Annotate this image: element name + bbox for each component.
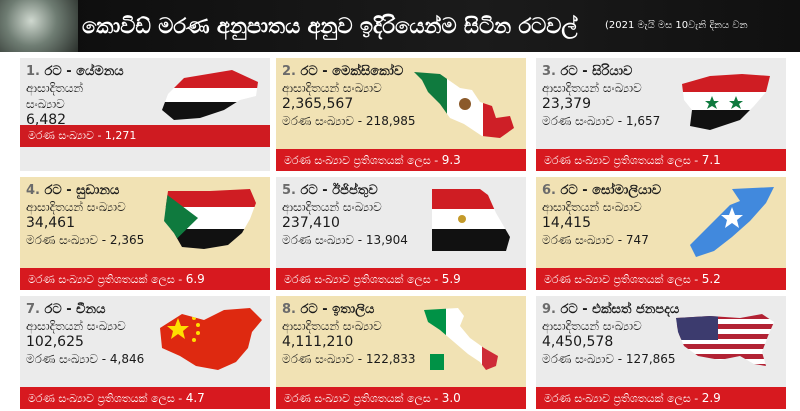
country-card-mexico: 2. රට - මෙක්සිකෝව ආසාදිතයන් සංඛ්‍යාව 2,3… xyxy=(276,58,526,171)
percentage-value: 5.2 xyxy=(701,272,721,286)
page-subtitle: (2021 මැයි මස 10වැනි දිනය වන xyxy=(605,20,748,31)
cases-value: 2,365,567 xyxy=(282,96,354,112)
percentage-value: 9.3 xyxy=(441,153,461,167)
card-title: 6. රට - සෝමාලියාව xyxy=(542,183,662,198)
card-title: 1. රට - යේමනය xyxy=(26,64,124,79)
percentage-label: මරණ සංඛ්‍යාව ප්‍රතිශතයක් ලෙස - xyxy=(284,273,439,286)
cases-label: ආසාදිතයන් සංඛ්‍යාව xyxy=(542,200,642,214)
card-title: 9. රට - එක්සත් ජනපදය xyxy=(542,302,680,317)
mexico-flag-map-icon xyxy=(414,72,514,138)
cases-label: ආසාදිතයන් සංඛ්‍යාව xyxy=(542,81,642,95)
country-card-syria: 3. රට - සිරියාව ආසාදිතයන් සංඛ්‍යාව 23,37… xyxy=(536,58,786,171)
deaths-value: මරණ සංඛ්‍යාව - 1,657 xyxy=(542,114,661,128)
cases-value: 34,461 xyxy=(26,215,75,231)
percentage-value: 7.1 xyxy=(701,153,721,167)
percentage-label: මරණ සංඛ්‍යාව ප්‍රතිශතයක් ලෙස - xyxy=(284,154,439,167)
country-card-yemen: 1. රට - යේමනය ආසාදිතයන් සංඛ්‍යාව 6,482 ම… xyxy=(20,58,270,171)
deaths-value: මරණ සංඛ්‍යාව - 1,271 xyxy=(28,129,137,142)
percentage-bar: මරණ සංඛ්‍යාව ප්‍රතිශතයක් ලෙස - 2.9 xyxy=(536,387,786,409)
banner-photo xyxy=(0,0,78,52)
percentage-bar: මරණ සංඛ්‍යාව ප්‍රතිශතයක් ලෙස - 3.0 xyxy=(276,387,526,409)
percentage-bar: මරණ සංඛ්‍යාව ප්‍රතිශතයක් ලෙස - 7.1 xyxy=(536,149,786,171)
country-card-egypt: 5. රට - ඊජිප්තුව ආසාදිතයන් සංඛ්‍යාව 237,… xyxy=(276,177,526,290)
italy-flag-map-icon xyxy=(424,308,498,370)
cases-label: ආසාදිතයන් සංඛ්‍යාව xyxy=(282,200,382,214)
country-card-sudan: 4. රට - සුඩානය ආසාදිතයන් සංඛ්‍යාව 34,461… xyxy=(20,177,270,290)
card-title: 5. රට - ඊජිප්තුව xyxy=(282,183,378,198)
card-title: 8. රට - ඉතාලිය xyxy=(282,302,375,317)
card-title: 3. රට - සිරියාව xyxy=(542,64,633,79)
cases-value: 23,379 xyxy=(542,96,591,112)
cases-value: 102,625 xyxy=(26,334,84,350)
deaths-bar: මරණ සංඛ්‍යාව - 1,271 xyxy=(20,125,270,147)
cases-label: ආසාදිතයන් සංඛ්‍යාව xyxy=(542,319,642,333)
percentage-value: 3.0 xyxy=(441,391,461,405)
percentage-bar: මරණ සංඛ්‍යාව ප්‍රතිශතයක් ලෙස - 5.2 xyxy=(536,268,786,290)
percentage-label: මරණ සංඛ්‍යාව ප්‍රතිශතයක් ලෙස - xyxy=(284,392,439,405)
percentage-bar: මරණ සංඛ්‍යාව ප්‍රතිශතයක් ලෙස - 4.7 xyxy=(20,387,270,409)
yemen-flag-map-icon xyxy=(162,70,258,120)
percentage-bar: මරණ සංඛ්‍යාව ප්‍රතිශතයක් ලෙස - 6.9 xyxy=(20,268,270,290)
percentage-bar: මරණ සංඛ්‍යාව ප්‍රතිශතයක් ලෙස - 5.9 xyxy=(276,268,526,290)
header-banner: කොවිඩ් මරණ අනුපාතය අනුව ඉදිරියෙන්ම සිටින… xyxy=(0,0,800,52)
deaths-value: මරණ සංඛ්‍යාව - 122,833 xyxy=(282,352,416,366)
percentage-bar: මරණ සංඛ්‍යාව ප්‍රතිශතයක් ලෙස - 9.3 xyxy=(276,149,526,171)
deaths-value: මරණ සංඛ්‍යාව - 13,904 xyxy=(282,233,408,247)
card-title: 2. රට - මෙක්සිකෝව xyxy=(282,64,404,79)
country-card-somalia: 6. රට - සෝමාලියාව ආසාදිතයන් සංඛ්‍යාව 14,… xyxy=(536,177,786,290)
cases-value: 14,415 xyxy=(542,215,591,231)
country-card-usa: 9. රට - එක්සත් ජනපදය ආසාදිතයන් සංඛ්‍යාව … xyxy=(536,296,786,409)
cases-label: ආසාදිතයන් xyxy=(26,81,84,95)
somalia-flag-map-icon xyxy=(690,187,774,257)
percentage-label: මරණ සංඛ්‍යාව ප්‍රතිශතයක් ලෙස - xyxy=(544,273,699,286)
percentage-label: මරණ සංඛ්‍යාව ප්‍රතිශතයක් ලෙස - xyxy=(544,154,699,167)
country-card-italy: 8. රට - ඉතාලිය ආසාදිතයන් සංඛ්‍යාව 4,111,… xyxy=(276,296,526,409)
cases-label-2: සංඛ්‍යාව xyxy=(26,97,65,111)
usa-flag-map-icon xyxy=(676,314,774,366)
cases-value: 237,410 xyxy=(282,215,340,231)
percentage-label: මරණ සංඛ්‍යාව ප්‍රතිශතයක් ලෙස - xyxy=(28,392,183,405)
deaths-value: මරණ සංඛ්‍යාව - 747 xyxy=(542,233,649,247)
cases-label: ආසාදිතයන් සංඛ්‍යාව xyxy=(282,81,382,95)
deaths-value: මරණ සංඛ්‍යාව - 2,365 xyxy=(26,233,145,247)
percentage-value: 6.9 xyxy=(185,272,205,286)
deaths-value: මරණ සංඛ්‍යාව - 218,985 xyxy=(282,114,416,128)
deaths-value: මරණ සංඛ්‍යාව - 4,846 xyxy=(26,352,145,366)
country-card-china: 7. රට - චීනය ආසාදිතයන් සංඛ්‍යාව 102,625 … xyxy=(20,296,270,409)
sudan-flag-map-icon xyxy=(164,189,256,249)
cases-value: 6,482 xyxy=(26,112,67,128)
cases-value: 4,450,578 xyxy=(542,334,614,350)
percentage-label: මරණ සංඛ්‍යාව ප්‍රතිශතයක් ලෙස - xyxy=(28,273,183,286)
card-title: 4. රට - සුඩානය xyxy=(26,183,120,198)
percentage-value: 2.9 xyxy=(701,391,721,405)
egypt-flag-map-icon xyxy=(432,189,510,251)
page-title: කොවිඩ් මරණ අනුපාතය අනුව ඉදිරියෙන්ම සිටින… xyxy=(82,14,578,38)
china-flag-map-icon xyxy=(160,308,262,370)
card-title: 7. රට - චීනය xyxy=(26,302,106,317)
percentage-label: මරණ සංඛ්‍යාව ප්‍රතිශතයක් ලෙස - xyxy=(544,392,699,405)
cases-label: ආසාදිතයන් සංඛ්‍යාව xyxy=(26,319,126,333)
deaths-value: මරණ සංඛ්‍යාව - 127,865 xyxy=(542,352,676,366)
syria-flag-map-icon xyxy=(682,74,770,130)
cases-label: ආසාදිතයන් සංඛ්‍යාව xyxy=(282,319,382,333)
percentage-value: 4.7 xyxy=(185,391,205,405)
cases-label: ආසාදිතයන් සංඛ්‍යාව xyxy=(26,200,126,214)
percentage-value: 5.9 xyxy=(441,272,461,286)
cases-value: 4,111,210 xyxy=(282,334,354,350)
